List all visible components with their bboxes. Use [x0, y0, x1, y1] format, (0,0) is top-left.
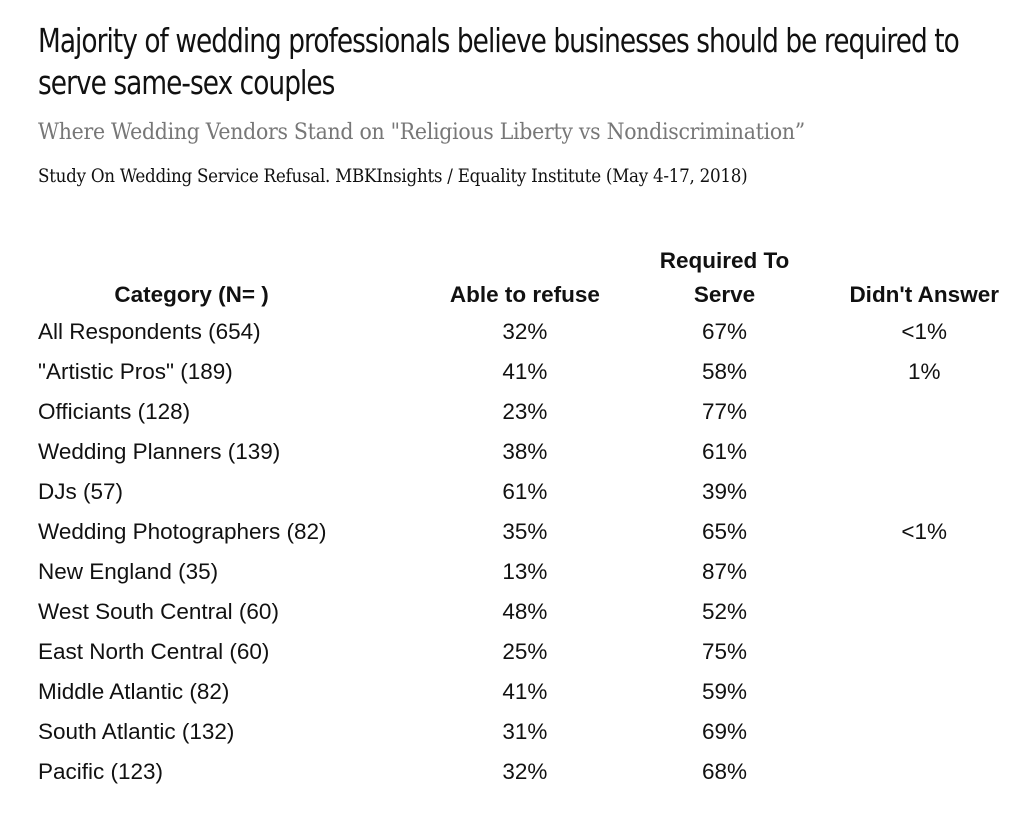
cell-category: All Respondents (654): [38, 319, 261, 344]
table-row: East North Central (60) 25% 75%: [0, 632, 1024, 672]
cell-didnt-answer: [824, 752, 1024, 792]
results-table: Category (N= ) Able to refuse Required T…: [0, 232, 1024, 792]
column-header-required-to-serve-label: Required To Serve: [659, 248, 790, 307]
cell-didnt-answer: <1%: [901, 319, 948, 344]
column-header-required-to-serve: Required To Serve: [625, 232, 825, 312]
cell-didnt-answer: [824, 392, 1024, 432]
cell-able-to-refuse: 23%: [502, 399, 548, 424]
cell-required-to-serve: 59%: [701, 679, 748, 704]
cell-able-to-refuse: 32%: [502, 759, 548, 784]
cell-category: Wedding Photographers (82): [38, 519, 327, 544]
cell-able-to-refuse: 13%: [502, 559, 548, 584]
table-body: All Respondents (654) 32% 67% <1% "Artistic …: [0, 312, 1024, 792]
cell-didnt-answer: <1%: [901, 519, 948, 544]
cell-didnt-answer: [824, 712, 1024, 752]
cell-category: "Artistic Pros" (189): [38, 359, 233, 384]
cell-category: Officiants (128): [38, 399, 191, 424]
cell-category: East North Central (60): [38, 639, 270, 664]
cell-required-to-serve: 77%: [701, 399, 748, 424]
cell-able-to-refuse: 41%: [502, 359, 548, 384]
cell-category: New England (35): [38, 559, 219, 584]
cell-required-to-serve: 75%: [701, 639, 748, 664]
cell-didnt-answer: [824, 432, 1024, 472]
table-row: DJs (57) 61% 39%: [0, 472, 1024, 512]
cell-able-to-refuse: 31%: [502, 719, 548, 744]
cell-category: West South Central (60): [38, 599, 279, 624]
table-row: Wedding Planners (139) 38% 61%: [0, 432, 1024, 472]
table-row: Pacific (123) 32% 68%: [0, 752, 1024, 792]
column-header-category: Category (N= ): [0, 232, 425, 312]
cell-category: South Atlantic (132): [38, 719, 235, 744]
cell-category: Pacific (123): [38, 759, 164, 784]
table-row: West South Central (60) 48% 52%: [0, 592, 1024, 632]
results-table-container: Category (N= ) Able to refuse Required T…: [0, 232, 1024, 792]
column-header-category-label: Category (N= ): [114, 282, 269, 307]
cell-didnt-answer: [824, 552, 1024, 592]
cell-required-to-serve: 65%: [701, 519, 748, 544]
cell-category: DJs (57): [38, 479, 124, 504]
cell-didnt-answer: [824, 472, 1024, 512]
cell-able-to-refuse: 25%: [502, 639, 548, 664]
cell-required-to-serve: 68%: [701, 759, 748, 784]
table-row: South Atlantic (132) 31% 69%: [0, 712, 1024, 752]
table-row: Officiants (128) 23% 77%: [0, 392, 1024, 432]
cell-category: Middle Atlantic (82): [38, 679, 230, 704]
cell-able-to-refuse: 61%: [502, 479, 548, 504]
cell-able-to-refuse: 41%: [502, 679, 548, 704]
cell-required-to-serve: 67%: [701, 319, 748, 344]
table-header-row: Category (N= ) Able to refuse Required T…: [0, 232, 1024, 312]
cell-didnt-answer: [824, 672, 1024, 712]
cell-able-to-refuse: 32%: [502, 319, 548, 344]
chart-title: Majority of wedding professionals believ…: [38, 21, 960, 102]
cell-able-to-refuse: 38%: [502, 439, 548, 464]
cell-required-to-serve: 52%: [701, 599, 748, 624]
chart-source: Study On Wedding Service Refusal. MBKIns…: [38, 165, 748, 187]
cell-required-to-serve: 61%: [701, 439, 748, 464]
cell-required-to-serve: 39%: [701, 479, 748, 504]
cell-didnt-answer: 1%: [907, 359, 941, 384]
cell-didnt-answer: [824, 632, 1024, 672]
cell-able-to-refuse: 48%: [502, 599, 548, 624]
cell-required-to-serve: 58%: [701, 359, 748, 384]
cell-didnt-answer: [824, 592, 1024, 632]
column-header-didnt-answer: Didn't Answer: [849, 282, 999, 307]
cell-category: Wedding Planners (139): [38, 439, 281, 464]
cell-required-to-serve: 87%: [701, 559, 748, 584]
table-row: Wedding Photographers (82) 35% 65% <1%: [0, 512, 1024, 552]
table-row: Middle Atlantic (82) 41% 59%: [0, 672, 1024, 712]
column-header-able-to-refuse: Able to refuse: [449, 282, 600, 307]
table-row: New England (35) 13% 87%: [0, 552, 1024, 592]
table-row: "Artistic Pros" (189) 41% 58% 1%: [0, 352, 1024, 392]
cell-required-to-serve: 69%: [701, 719, 748, 744]
cell-able-to-refuse: 35%: [502, 519, 548, 544]
chart-subtitle: Where Wedding Vendors Stand on "Religiou…: [38, 120, 805, 145]
table-row: All Respondents (654) 32% 67% <1%: [0, 312, 1024, 352]
